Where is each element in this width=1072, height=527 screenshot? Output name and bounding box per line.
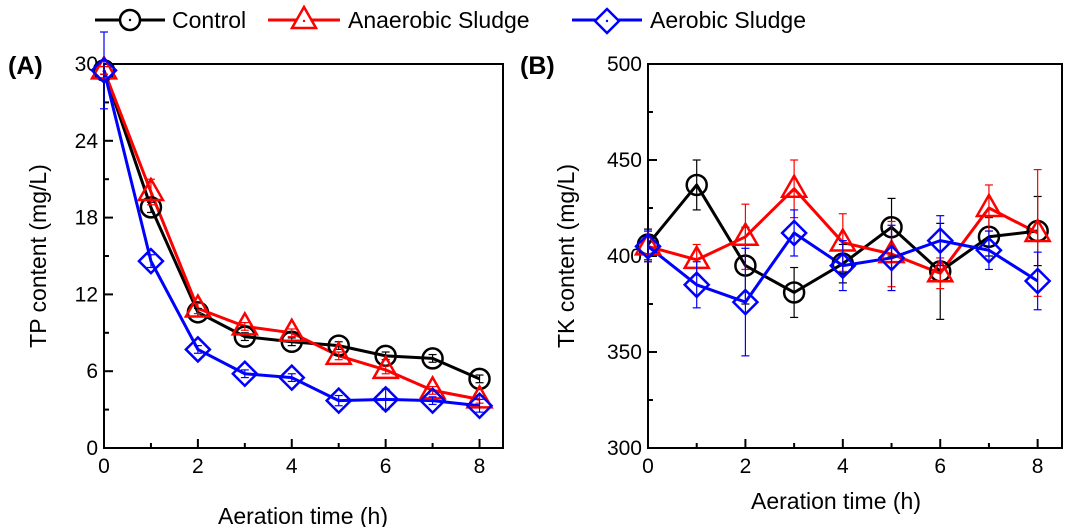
panel-a-x-tick-label: 2 — [192, 455, 204, 478]
legend-label-anaerobic: Anaerobic Sludge — [348, 7, 530, 33]
panel-b-y-tick-label: 450 — [607, 149, 642, 172]
panel-b-y-tick-label: 400 — [607, 245, 642, 268]
panel-a-plot-frame — [103, 63, 504, 449]
panel-a-point-anaerobic-sludge — [136, 176, 166, 202]
legend-label-aerobic: Aerobic Sludge — [650, 7, 806, 33]
panel-b: (B) 0 2 4 6 8 300 350 400 450 500 Aeration time (… — [520, 52, 1063, 514]
panel-a-x-tick-label: 4 — [286, 455, 298, 478]
legend-item-control: Control — [95, 7, 246, 33]
panel-a-x-tick-label: 6 — [380, 455, 392, 478]
panel-a-point-aerobic-sludge — [418, 386, 447, 415]
panel-a-y-tick-label: 24 — [75, 130, 99, 153]
panel-b-point-aerobic-sludge — [975, 236, 1003, 265]
panel-b-point-aerobic-sludge — [829, 251, 857, 280]
panel-b-point-control — [685, 173, 708, 197]
panel-a-point-anaerobic-sludge — [183, 292, 213, 318]
panel-b-point-aerobic-sludge — [877, 244, 906, 272]
panel-b-point-control — [782, 281, 806, 304]
legend-label-control: Control — [172, 7, 246, 33]
panel-a-y-tick-label: 12 — [75, 283, 98, 306]
panel-a-point-control — [421, 347, 444, 370]
panel-b-label: (B) — [520, 52, 555, 80]
legend-item-aerobic: Aerobic Sludge — [572, 7, 806, 35]
panel-a-point-control — [468, 367, 491, 391]
panel-b-point-anaerobic-sludge — [779, 173, 809, 199]
panel-a-point-aerobic-sludge — [324, 386, 353, 415]
panel-b-point-anaerobic-sludge — [926, 257, 955, 283]
panel-b-point-anaerobic-sludge — [1023, 217, 1052, 243]
panel-a-label: (A) — [8, 52, 43, 80]
panel-b-x-tick-label: 8 — [1032, 455, 1044, 478]
panel-a-series — [89, 31, 494, 420]
panel-b-point-aerobic-sludge — [926, 226, 955, 255]
panel-b-point-aerobic-sludge — [731, 288, 760, 316]
panel-a-point-aerobic-sludge — [231, 359, 259, 388]
panel-b-point-anaerobic-sludge — [731, 221, 760, 247]
legend-marker-anaerobic — [289, 4, 319, 30]
legend-item-anaerobic: Anaerobic Sludge — [268, 4, 530, 33]
panel-b-y-axis-label: TK content (mg/L) — [553, 164, 579, 348]
panel-a-point-aerobic-sludge — [90, 56, 118, 85]
panel-b-point-aerobic-sludge — [634, 232, 662, 261]
panel-a-point-aerobic-sludge — [371, 385, 400, 414]
legend-marker-dot-aerobic — [605, 19, 609, 23]
panel-b-x-tick-label: 6 — [934, 455, 946, 478]
panel-b-ticks: 0 2 4 6 8 300 350 400 450 500 — [607, 53, 1044, 478]
panel-a-point-aerobic-sludge — [277, 363, 306, 392]
panel-a-x-tick-label: 8 — [474, 455, 486, 478]
panel-a-y-tick-label: 18 — [75, 207, 98, 230]
panel-a-x-tick-label: 0 — [98, 455, 110, 478]
panel-a-point-anaerobic-sludge — [277, 317, 306, 343]
panel-b-y-tick-label: 500 — [607, 53, 642, 76]
legend-marker-dot-control — [128, 18, 132, 22]
panel-b-x-axis-label: Aeration time (h) — [751, 488, 921, 514]
panel-b-point-aerobic-sludge — [780, 219, 808, 247]
legend-marker-dot-anaerobic — [302, 19, 306, 23]
panel-a-point-aerobic-sludge — [137, 247, 165, 275]
panel-a-point-aerobic-sludge — [465, 391, 494, 420]
panel-b-y-tick-label: 300 — [607, 437, 642, 460]
panel-b-y-tick-label: 350 — [607, 341, 642, 364]
panel-a-series-line-anaerobic-sludge — [102, 69, 480, 401]
panel-b-x-tick-label: 2 — [740, 455, 752, 478]
panel-a-x-axis-label: Aeration time (h) — [218, 503, 388, 527]
panel-a-point-anaerobic-sludge — [230, 310, 259, 336]
panel-b-point-anaerobic-sludge — [974, 192, 1004, 218]
panel-b-x-tick-label: 0 — [642, 455, 654, 478]
panel-b-x-tick-label: 4 — [837, 455, 849, 478]
panel-b-series — [633, 159, 1052, 357]
panel-a-point-aerobic-sludge — [184, 335, 212, 364]
panel-a-point-anaerobic-sludge — [324, 340, 353, 366]
panel-b-point-aerobic-sludge — [1023, 267, 1052, 295]
panel-b-point-aerobic-sludge — [682, 271, 711, 299]
panel-a-point-anaerobic-sludge — [371, 354, 400, 380]
legend: Control Anaerobic Sludge Aerobic Sludge — [95, 4, 806, 35]
panel-a-y-tick-label: 6 — [86, 360, 98, 383]
panel-a-y-tick-label: 0 — [86, 437, 98, 460]
panel-a-y-axis-label: TP content (mg/L) — [25, 164, 51, 348]
